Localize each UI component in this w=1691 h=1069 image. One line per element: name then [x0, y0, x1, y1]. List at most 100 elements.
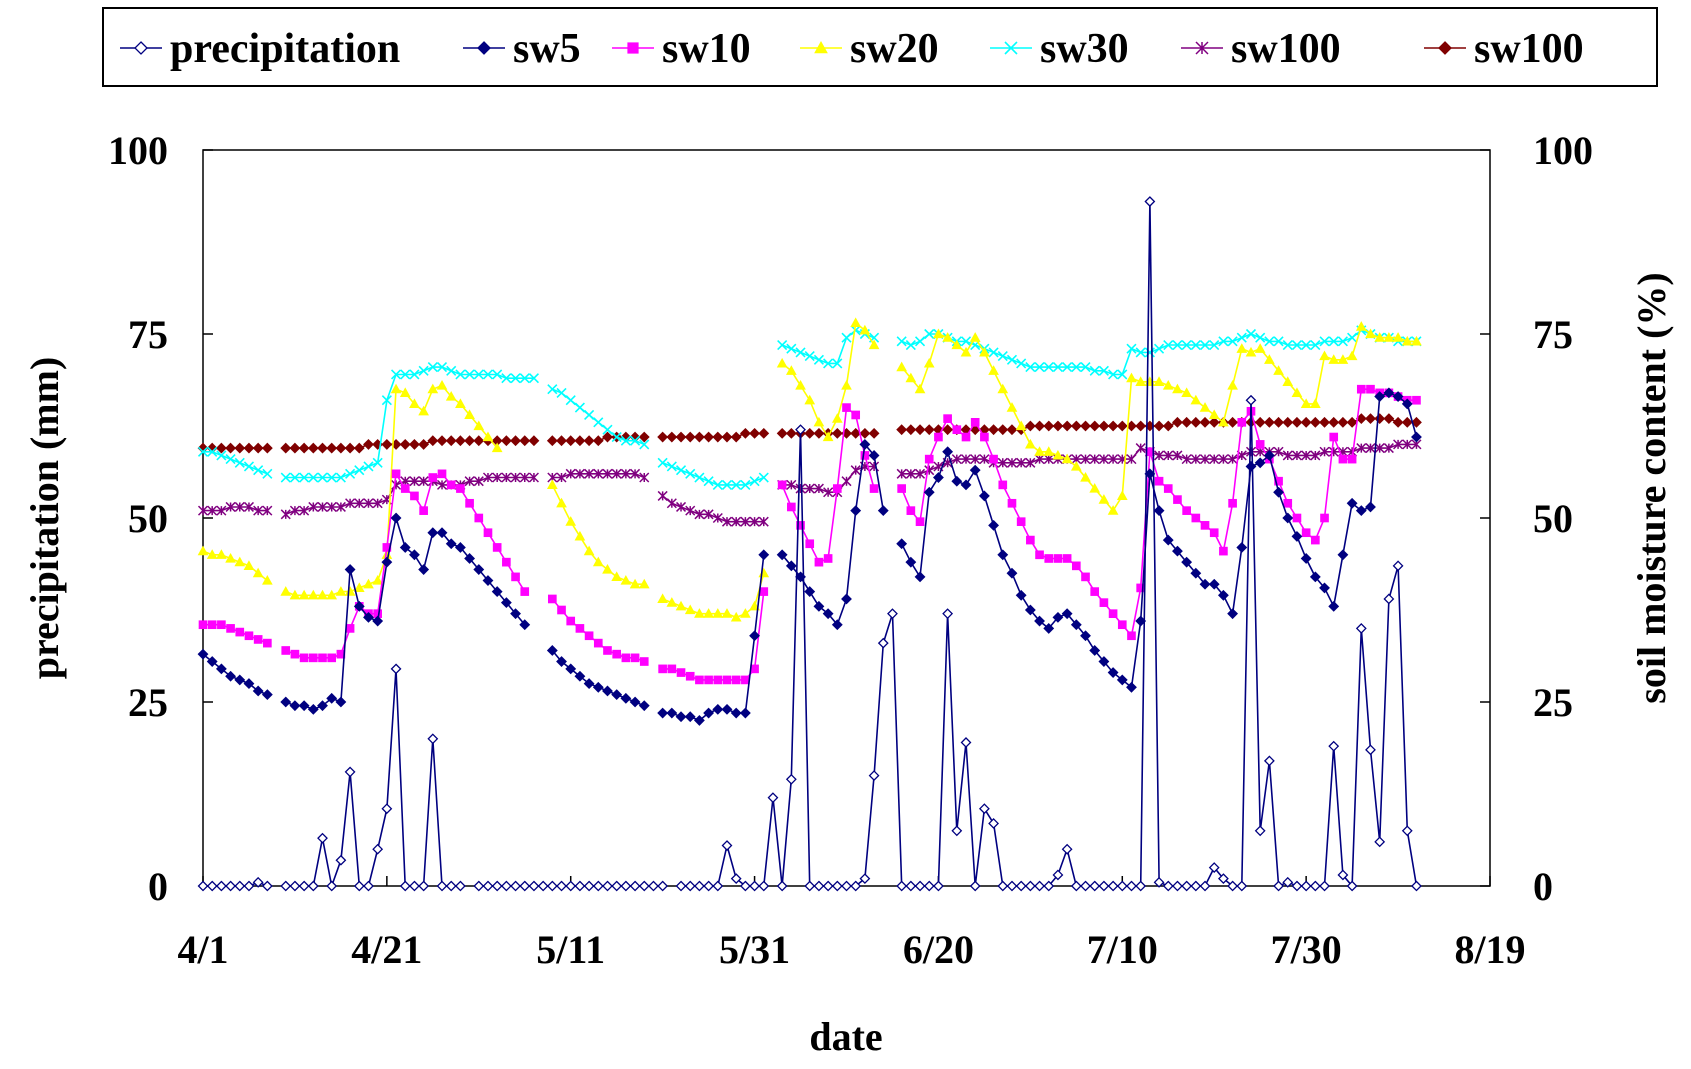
- legend-swatch-marker: [477, 41, 491, 55]
- y2-tick-label: 25: [1533, 680, 1573, 725]
- data-point: [602, 431, 613, 443]
- data-point: [1338, 454, 1348, 464]
- data-point: [1172, 416, 1183, 428]
- data-point: [813, 354, 824, 365]
- data-point: [1301, 339, 1312, 351]
- data-point: [914, 880, 926, 892]
- data-point: [1024, 420, 1036, 432]
- data-point: [492, 543, 502, 552]
- data-point: [206, 549, 218, 559]
- data-point: [1401, 398, 1413, 410]
- data-point: [602, 880, 613, 892]
- data-point: [795, 347, 806, 358]
- data-point: [1172, 545, 1183, 557]
- legend-label: sw100: [1474, 26, 1584, 72]
- data-point: [1393, 439, 1404, 450]
- data-point: [1283, 498, 1293, 508]
- data-point: [924, 328, 935, 340]
- data-point: [1402, 439, 1413, 450]
- data-point: [253, 635, 263, 644]
- data-point: [436, 362, 448, 373]
- data-point: [547, 384, 558, 395]
- data-point: [1273, 880, 1284, 892]
- data-point: [1401, 416, 1413, 428]
- data-point: [1080, 630, 1091, 642]
- data-point: [1117, 620, 1127, 630]
- data-point: [739, 880, 751, 892]
- data-point: [1089, 365, 1100, 376]
- data-point: [234, 674, 246, 686]
- data-point: [243, 442, 255, 454]
- data-point: [528, 472, 539, 483]
- data-point: [813, 483, 824, 494]
- data-point: [1080, 454, 1091, 465]
- data-point: [307, 442, 319, 454]
- data-point: [436, 880, 448, 892]
- data-point: [399, 542, 411, 553]
- series-sw5-1: [197, 387, 1422, 726]
- data-point: [896, 424, 908, 436]
- data-point: [473, 369, 484, 380]
- data-point: [1227, 336, 1238, 347]
- data-point: [905, 880, 917, 892]
- data-point: [969, 332, 981, 342]
- data-point: [253, 505, 264, 516]
- data-point: [409, 438, 420, 450]
- data-point: [234, 556, 246, 567]
- data-point: [289, 472, 300, 483]
- data-point: [344, 564, 356, 575]
- data-point: [831, 880, 843, 892]
- data-point: [905, 556, 917, 568]
- data-point: [684, 431, 696, 443]
- data-point: [970, 417, 980, 427]
- data-point: [473, 476, 484, 487]
- data-point: [574, 468, 585, 479]
- data-point: [243, 678, 255, 690]
- data-point: [851, 410, 861, 420]
- data-point: [1035, 550, 1044, 560]
- data-point: [528, 373, 540, 384]
- data-point: [1098, 365, 1109, 376]
- data-point: [1016, 517, 1026, 527]
- data-point: [776, 427, 788, 439]
- data-point: [308, 653, 318, 663]
- data-point: [1365, 744, 1376, 756]
- data-point: [786, 343, 797, 354]
- data-point: [502, 557, 511, 567]
- data-point: [666, 431, 678, 443]
- data-point: [731, 516, 742, 527]
- data-point: [307, 703, 319, 715]
- data-point: [464, 435, 476, 447]
- data-point: [1053, 554, 1063, 563]
- data-point: [969, 464, 981, 476]
- data-point: [785, 773, 797, 785]
- data-point: [427, 362, 438, 373]
- data-point: [1355, 321, 1367, 331]
- data-point: [197, 545, 209, 556]
- data-point: [658, 664, 667, 674]
- data-point: [1320, 513, 1329, 523]
- series-line: [781, 321, 875, 439]
- data-point: [1116, 490, 1128, 501]
- data-point: [454, 542, 466, 553]
- data-point: [390, 383, 402, 394]
- data-point: [1172, 339, 1183, 351]
- data-point: [804, 880, 816, 892]
- data-point: [1015, 880, 1027, 892]
- data-point: [565, 663, 577, 675]
- data-point: [436, 435, 448, 447]
- data-point: [307, 880, 319, 892]
- data-point: [546, 645, 558, 656]
- data-point: [261, 880, 273, 892]
- data-point: [685, 468, 696, 479]
- data-point: [574, 880, 586, 892]
- data-point: [344, 442, 356, 454]
- data-point: [455, 369, 466, 380]
- data-point: [511, 572, 520, 582]
- data-point: [501, 472, 512, 483]
- data-point: [1411, 431, 1422, 443]
- data-point: [1217, 873, 1229, 885]
- data-point: [593, 417, 604, 428]
- data-point: [234, 880, 246, 892]
- data-point: [1208, 409, 1220, 420]
